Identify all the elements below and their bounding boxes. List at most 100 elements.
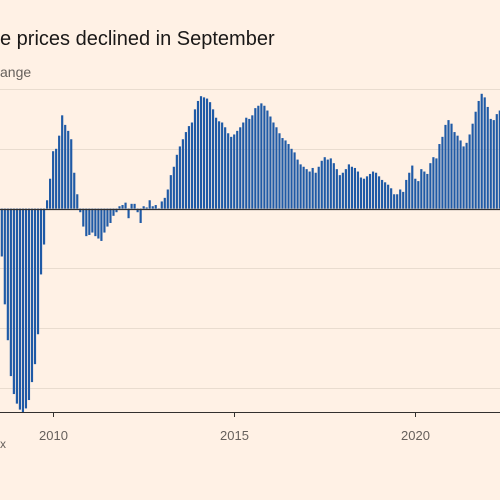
bar-151 [456,135,459,209]
bar-147 [444,124,447,209]
bar-33 [100,208,103,241]
bar-45 [136,208,139,213]
bar-146 [441,136,444,209]
bar-19 [58,135,61,209]
bar-123 [371,171,375,209]
bar-13 [39,208,43,275]
bar-158 [477,100,480,209]
bar-105 [317,166,320,209]
bar-20 [61,115,64,209]
bar-66 [199,96,203,209]
bar-7 [21,208,25,412]
bar-76 [230,136,233,209]
bar-139 [420,169,423,209]
bar-61 [184,132,187,209]
bar-70 [211,109,215,209]
bar-155 [468,134,471,209]
bar-24 [73,172,76,209]
bar-99 [299,164,302,209]
bar-84 [254,108,257,209]
bar-34 [103,208,106,233]
bar-152 [459,140,462,209]
bar-78 [236,130,239,209]
bar-141 [426,173,429,209]
bar-86 [260,103,263,209]
bar-161 [486,106,489,209]
bar-104 [314,172,317,209]
bar-72 [218,121,221,209]
bar-73 [221,122,224,209]
bar-17 [52,151,55,209]
bar-121 [365,176,369,209]
bar-3 [9,208,12,377]
bar-44 [133,203,136,209]
bar-62 [187,126,191,209]
bar-100 [302,166,305,209]
bar-110 [332,163,335,209]
bar-85 [257,105,260,209]
bar-164 [495,114,498,209]
bar-95 [287,144,290,209]
bar-136 [411,165,414,209]
bar-14 [42,208,46,245]
bar-127 [384,182,387,209]
bar-55 [166,189,169,209]
bar-59 [178,146,181,209]
bar-159 [480,93,483,209]
bar-40 [121,205,124,209]
bar-22 [67,130,70,209]
bar-153 [462,146,465,209]
bar-88 [266,110,269,209]
bar-11 [33,208,37,365]
bar-68 [205,98,209,209]
bar-46 [139,208,142,223]
bar-0 [0,208,3,257]
bar-122 [368,173,372,209]
bar-27 [82,208,85,227]
bar-112 [338,175,341,209]
bar-114 [344,169,347,209]
bar-137 [414,178,417,209]
bar-51 [154,205,157,209]
bar-2 [6,208,9,341]
bar-81 [245,117,248,209]
bar-41 [124,202,127,209]
bar-134 [405,179,408,209]
bar-128 [387,184,390,209]
bar-54 [163,197,166,209]
bar-69 [208,102,212,209]
bar-94 [284,140,287,209]
bar-135 [408,172,411,209]
bar-37 [112,208,115,216]
bar-165 [498,110,500,209]
bar-163 [492,120,495,209]
bar-28 [85,208,88,237]
bar-50 [151,206,154,209]
bar-101 [305,169,308,209]
bar-130 [393,194,396,209]
bar-156 [471,123,474,209]
chart-subtitle: ange [0,64,32,80]
bar-138 [417,181,420,209]
bar-91 [275,127,278,209]
bar-64 [193,109,197,209]
source-note: x [0,437,6,451]
bar-58 [175,154,178,209]
bar-108 [326,159,329,209]
bar-49 [148,200,151,209]
bar-53 [160,201,163,209]
grid-layer [0,89,500,389]
bar-80 [242,122,245,209]
bar-148 [447,120,450,209]
bar-140 [423,171,426,209]
bar-143 [432,157,435,209]
bar-8 [24,208,28,409]
bar-144 [435,158,438,209]
bar-129 [390,188,393,209]
bar-25 [76,194,79,209]
bar-107 [323,157,326,209]
bar-36 [109,208,112,223]
bar-132 [399,189,402,209]
bar-35 [106,208,109,227]
chart-title: e prices declined in September [0,28,275,50]
